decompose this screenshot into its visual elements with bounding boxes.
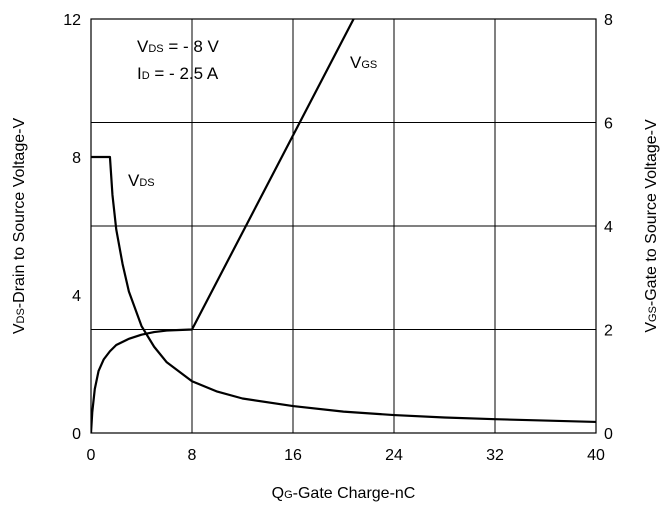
series-label-vds: VDS [128,171,155,190]
y-right-tick-label: 0 [604,426,613,443]
x-tick-label: 0 [87,447,96,464]
condition-id: ID = - 2.5 A [137,64,219,83]
series-line-0 [91,155,596,424]
y-right-tick-label: 2 [604,323,613,340]
series-lines [91,19,596,433]
series-line-1 [91,19,355,433]
x-tick-label: 40 [587,447,605,464]
y-left-tick-label: 12 [63,12,81,29]
y-right-tick-label: 4 [604,219,613,236]
condition-vds: VDS = - 8 V [137,37,220,56]
y-left-tick-label: 4 [72,288,81,305]
y-left-tick-label: 0 [72,426,81,443]
y-right-tick-labels: 0 2 4 6 8 [604,12,613,443]
y-left-tick-labels: 0 4 8 12 [63,12,81,443]
y-left-tick-label: 8 [72,150,81,167]
x-tick-label: 8 [188,447,197,464]
x-tick-label: 24 [385,447,403,464]
plot-frame [90,18,597,434]
series-label-vgs: VGS [350,53,377,72]
x-tick-label: 32 [486,447,504,464]
x-tick-labels: 0 8 16 24 32 40 [87,447,605,464]
x-tick-label: 16 [284,447,302,464]
y-right-tick-label: 6 [604,116,613,133]
y-right-tick-label: 8 [604,12,613,29]
y-left-axis-title: VDS-Drain to Source Voltage-V [11,118,28,335]
y-right-axis-title: VGS-Gate to Source Voltage-V [643,119,660,333]
x-axis-title: QG-Gate Charge-nC [272,485,416,502]
